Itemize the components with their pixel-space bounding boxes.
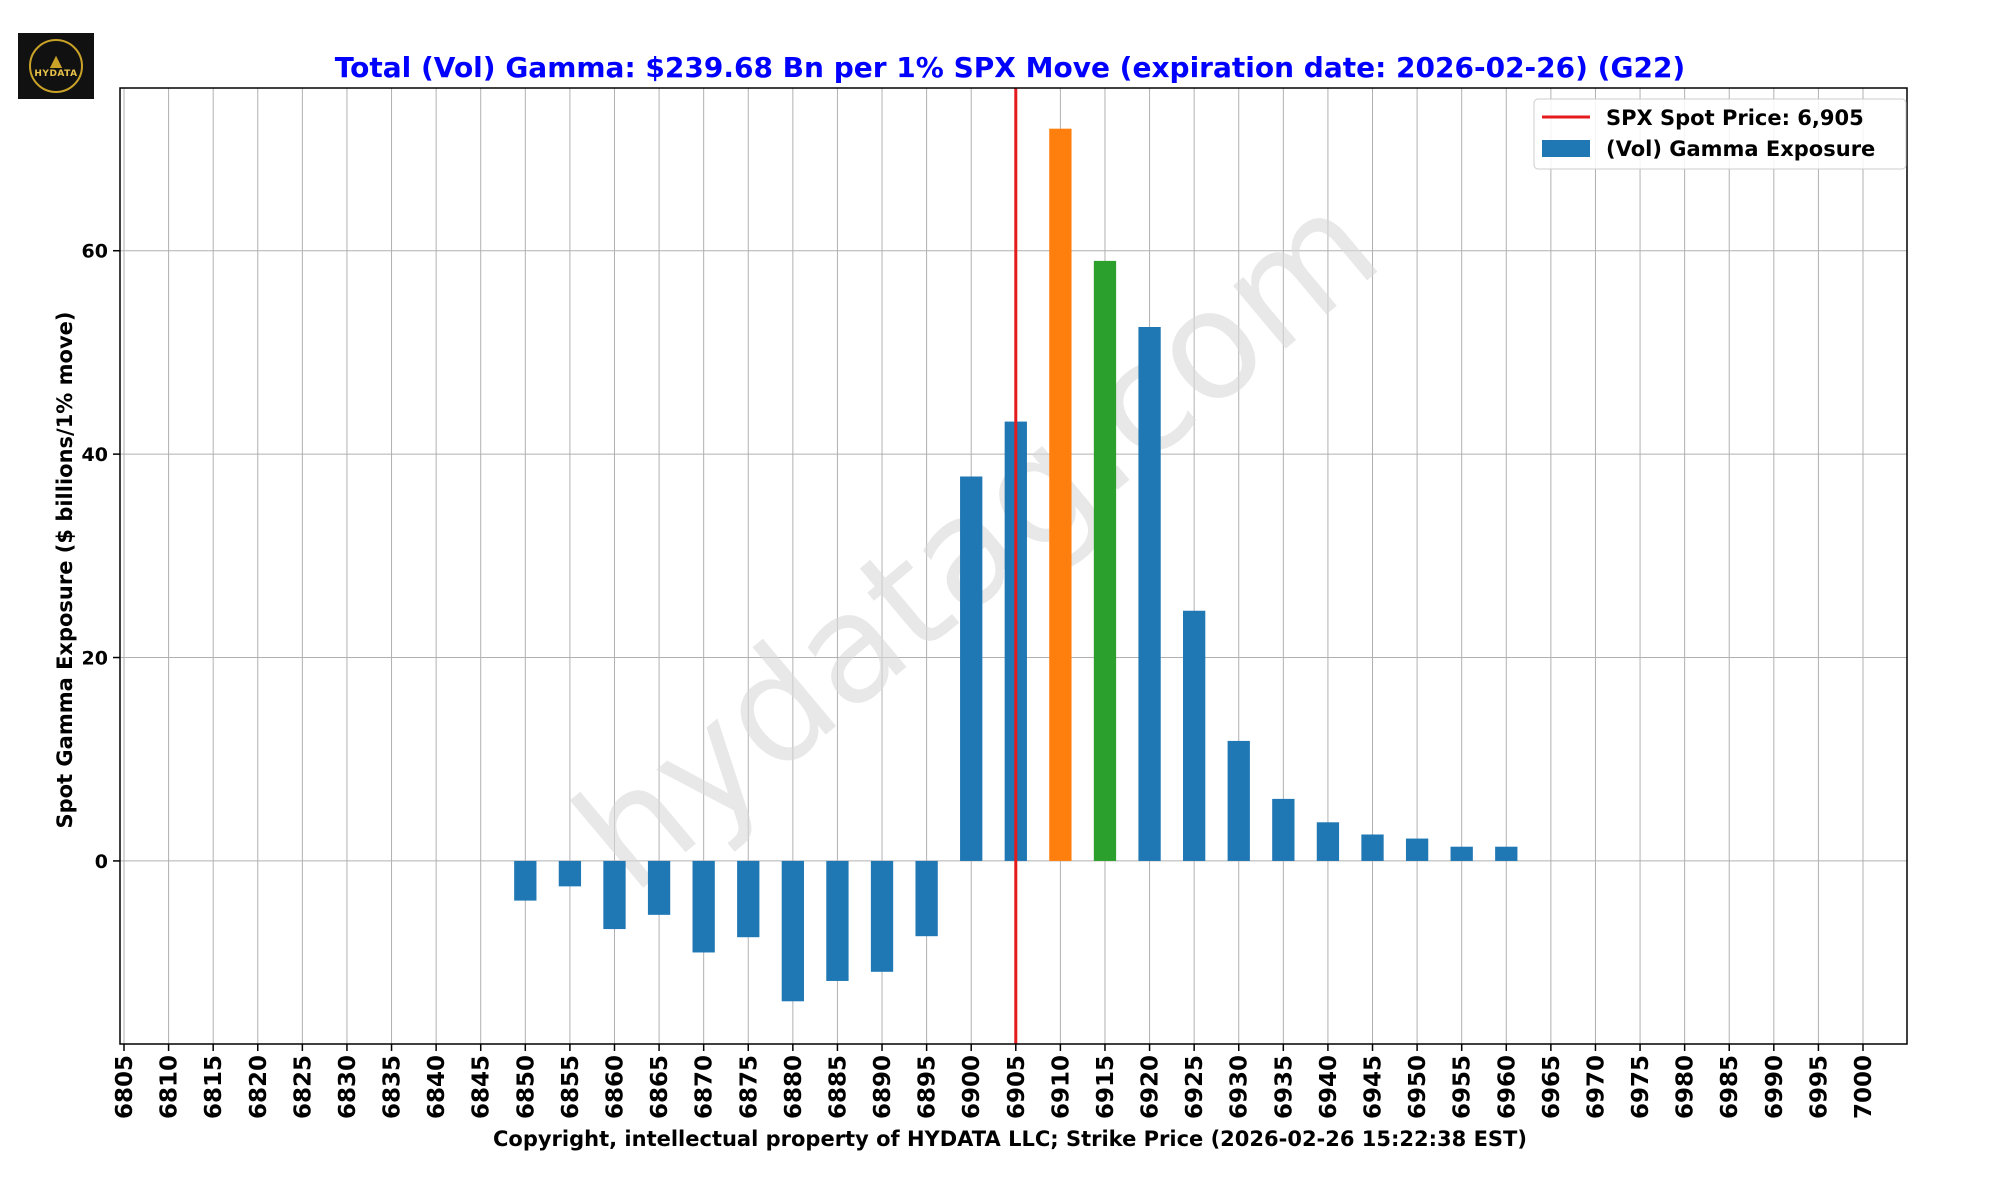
x-tick-label: 6870 xyxy=(692,1055,718,1119)
x-tick-label: 6975 xyxy=(1628,1055,1654,1119)
bar-6870 xyxy=(692,860,715,953)
y-tick-label: 0 xyxy=(95,851,108,873)
bar-6955 xyxy=(1450,846,1473,861)
bar-6855 xyxy=(558,860,582,887)
x-tick-label: 6840 xyxy=(424,1055,450,1119)
bar-6945 xyxy=(1361,834,1384,861)
bar-6960 xyxy=(1495,846,1518,861)
x-tick-label: 6910 xyxy=(1048,1055,1074,1119)
y-axis-label: Spot Gamma Exposure ($ billions/1% move) xyxy=(53,312,77,829)
x-tick-label: 6845 xyxy=(469,1055,495,1119)
x-tick-label: 6865 xyxy=(647,1055,673,1119)
x-tick-label: 6970 xyxy=(1583,1055,1609,1119)
bar-6850 xyxy=(514,860,537,901)
bar-6885 xyxy=(826,860,849,981)
x-tick-label: 6880 xyxy=(781,1055,807,1119)
x-tick-label: 6850 xyxy=(513,1055,539,1119)
x-tick-label: 6995 xyxy=(1806,1055,1832,1119)
bars-layer xyxy=(514,128,1518,1002)
legend-bar-swatch xyxy=(1542,140,1590,157)
x-tick-label: 6805 xyxy=(112,1055,138,1119)
x-tick-label: 6895 xyxy=(915,1055,941,1119)
x-tick-label: 6855 xyxy=(558,1055,584,1119)
x-tick-label: 6965 xyxy=(1539,1055,1565,1119)
x-tick-label: 6960 xyxy=(1494,1055,1520,1119)
x-tick-label: 6945 xyxy=(1361,1055,1387,1119)
x-tick-label: 6820 xyxy=(246,1055,272,1119)
x-tick-label: 6815 xyxy=(201,1055,227,1119)
wolf-logo-icon: ▲ xyxy=(49,51,63,70)
bar-6890 xyxy=(870,860,894,972)
x-tick-label: 6980 xyxy=(1673,1055,1699,1119)
x-tick-label: 6925 xyxy=(1182,1055,1208,1119)
bar-6925 xyxy=(1183,610,1206,861)
legend: SPX Spot Price: 6,905 (Vol) Gamma Exposu… xyxy=(1533,98,1907,170)
plot-frame xyxy=(119,87,1908,1045)
x-tick-label: 6860 xyxy=(602,1055,628,1119)
bar-6915 xyxy=(1093,260,1117,861)
bar-6950 xyxy=(1405,838,1429,861)
chart-title: Total (Vol) Gamma: $239.68 Bn per 1% SPX… xyxy=(335,51,1685,84)
y-tick-label: 60 xyxy=(82,241,108,263)
x-tick-label: 6990 xyxy=(1762,1055,1788,1119)
x-tick-label: 7000 xyxy=(1851,1055,1877,1119)
x-axis: 6805 6810 6815 6820 6825 6830 6835 6840 6845 6850… xyxy=(112,1044,1877,1119)
hydata-logo: ▲ HYDATA xyxy=(18,33,94,99)
x-tick-label: 6930 xyxy=(1227,1055,1253,1119)
x-tick-label: 6875 xyxy=(736,1055,762,1119)
x-tick-label: 6905 xyxy=(1004,1055,1030,1119)
legend-spot-label: SPX Spot Price: 6,905 xyxy=(1606,106,1864,130)
bar-6895 xyxy=(915,860,938,937)
bar-6930 xyxy=(1227,740,1250,861)
bar-6860 xyxy=(603,860,626,930)
legend-frame xyxy=(1533,98,1907,170)
logo-badge: ▲ HYDATA xyxy=(29,39,83,93)
x-tick-label: 6950 xyxy=(1405,1055,1431,1119)
y-tick-label: 40 xyxy=(82,444,108,466)
x-tick-label: 6985 xyxy=(1717,1055,1743,1119)
x-tick-label: 6890 xyxy=(870,1055,896,1119)
bar-6875 xyxy=(737,860,760,938)
bar-6880 xyxy=(781,860,804,1002)
bar-6920 xyxy=(1138,327,1161,861)
x-tick-label: 6955 xyxy=(1450,1055,1476,1119)
bar-6940 xyxy=(1316,822,1340,861)
x-tick-label: 6920 xyxy=(1138,1055,1164,1119)
x-tick-label: 6915 xyxy=(1093,1055,1119,1119)
x-tick-label: 6825 xyxy=(290,1055,316,1119)
bar-6865 xyxy=(647,860,671,915)
y-axis: 0 20 40 60 xyxy=(82,241,120,873)
legend-bar-label: (Vol) Gamma Exposure xyxy=(1606,137,1875,161)
bar-6910 xyxy=(1049,128,1072,861)
x-tick-label: 6940 xyxy=(1316,1055,1342,1119)
y-tick-label: 20 xyxy=(82,648,108,670)
x-tick-label: 6935 xyxy=(1271,1055,1297,1119)
x-tick-label: 6830 xyxy=(335,1055,361,1119)
logo-text: HYDATA xyxy=(34,69,78,79)
x-tick-label: 6885 xyxy=(825,1055,851,1119)
x-tick-label: 6835 xyxy=(380,1055,406,1119)
x-tick-label: 6900 xyxy=(959,1055,985,1119)
x-tick-label: 6810 xyxy=(157,1055,183,1119)
bar-6935 xyxy=(1272,798,1295,861)
x-axis-label: Copyright, intellectual property of HYDA… xyxy=(493,1127,1527,1151)
bar-6900 xyxy=(960,476,983,861)
